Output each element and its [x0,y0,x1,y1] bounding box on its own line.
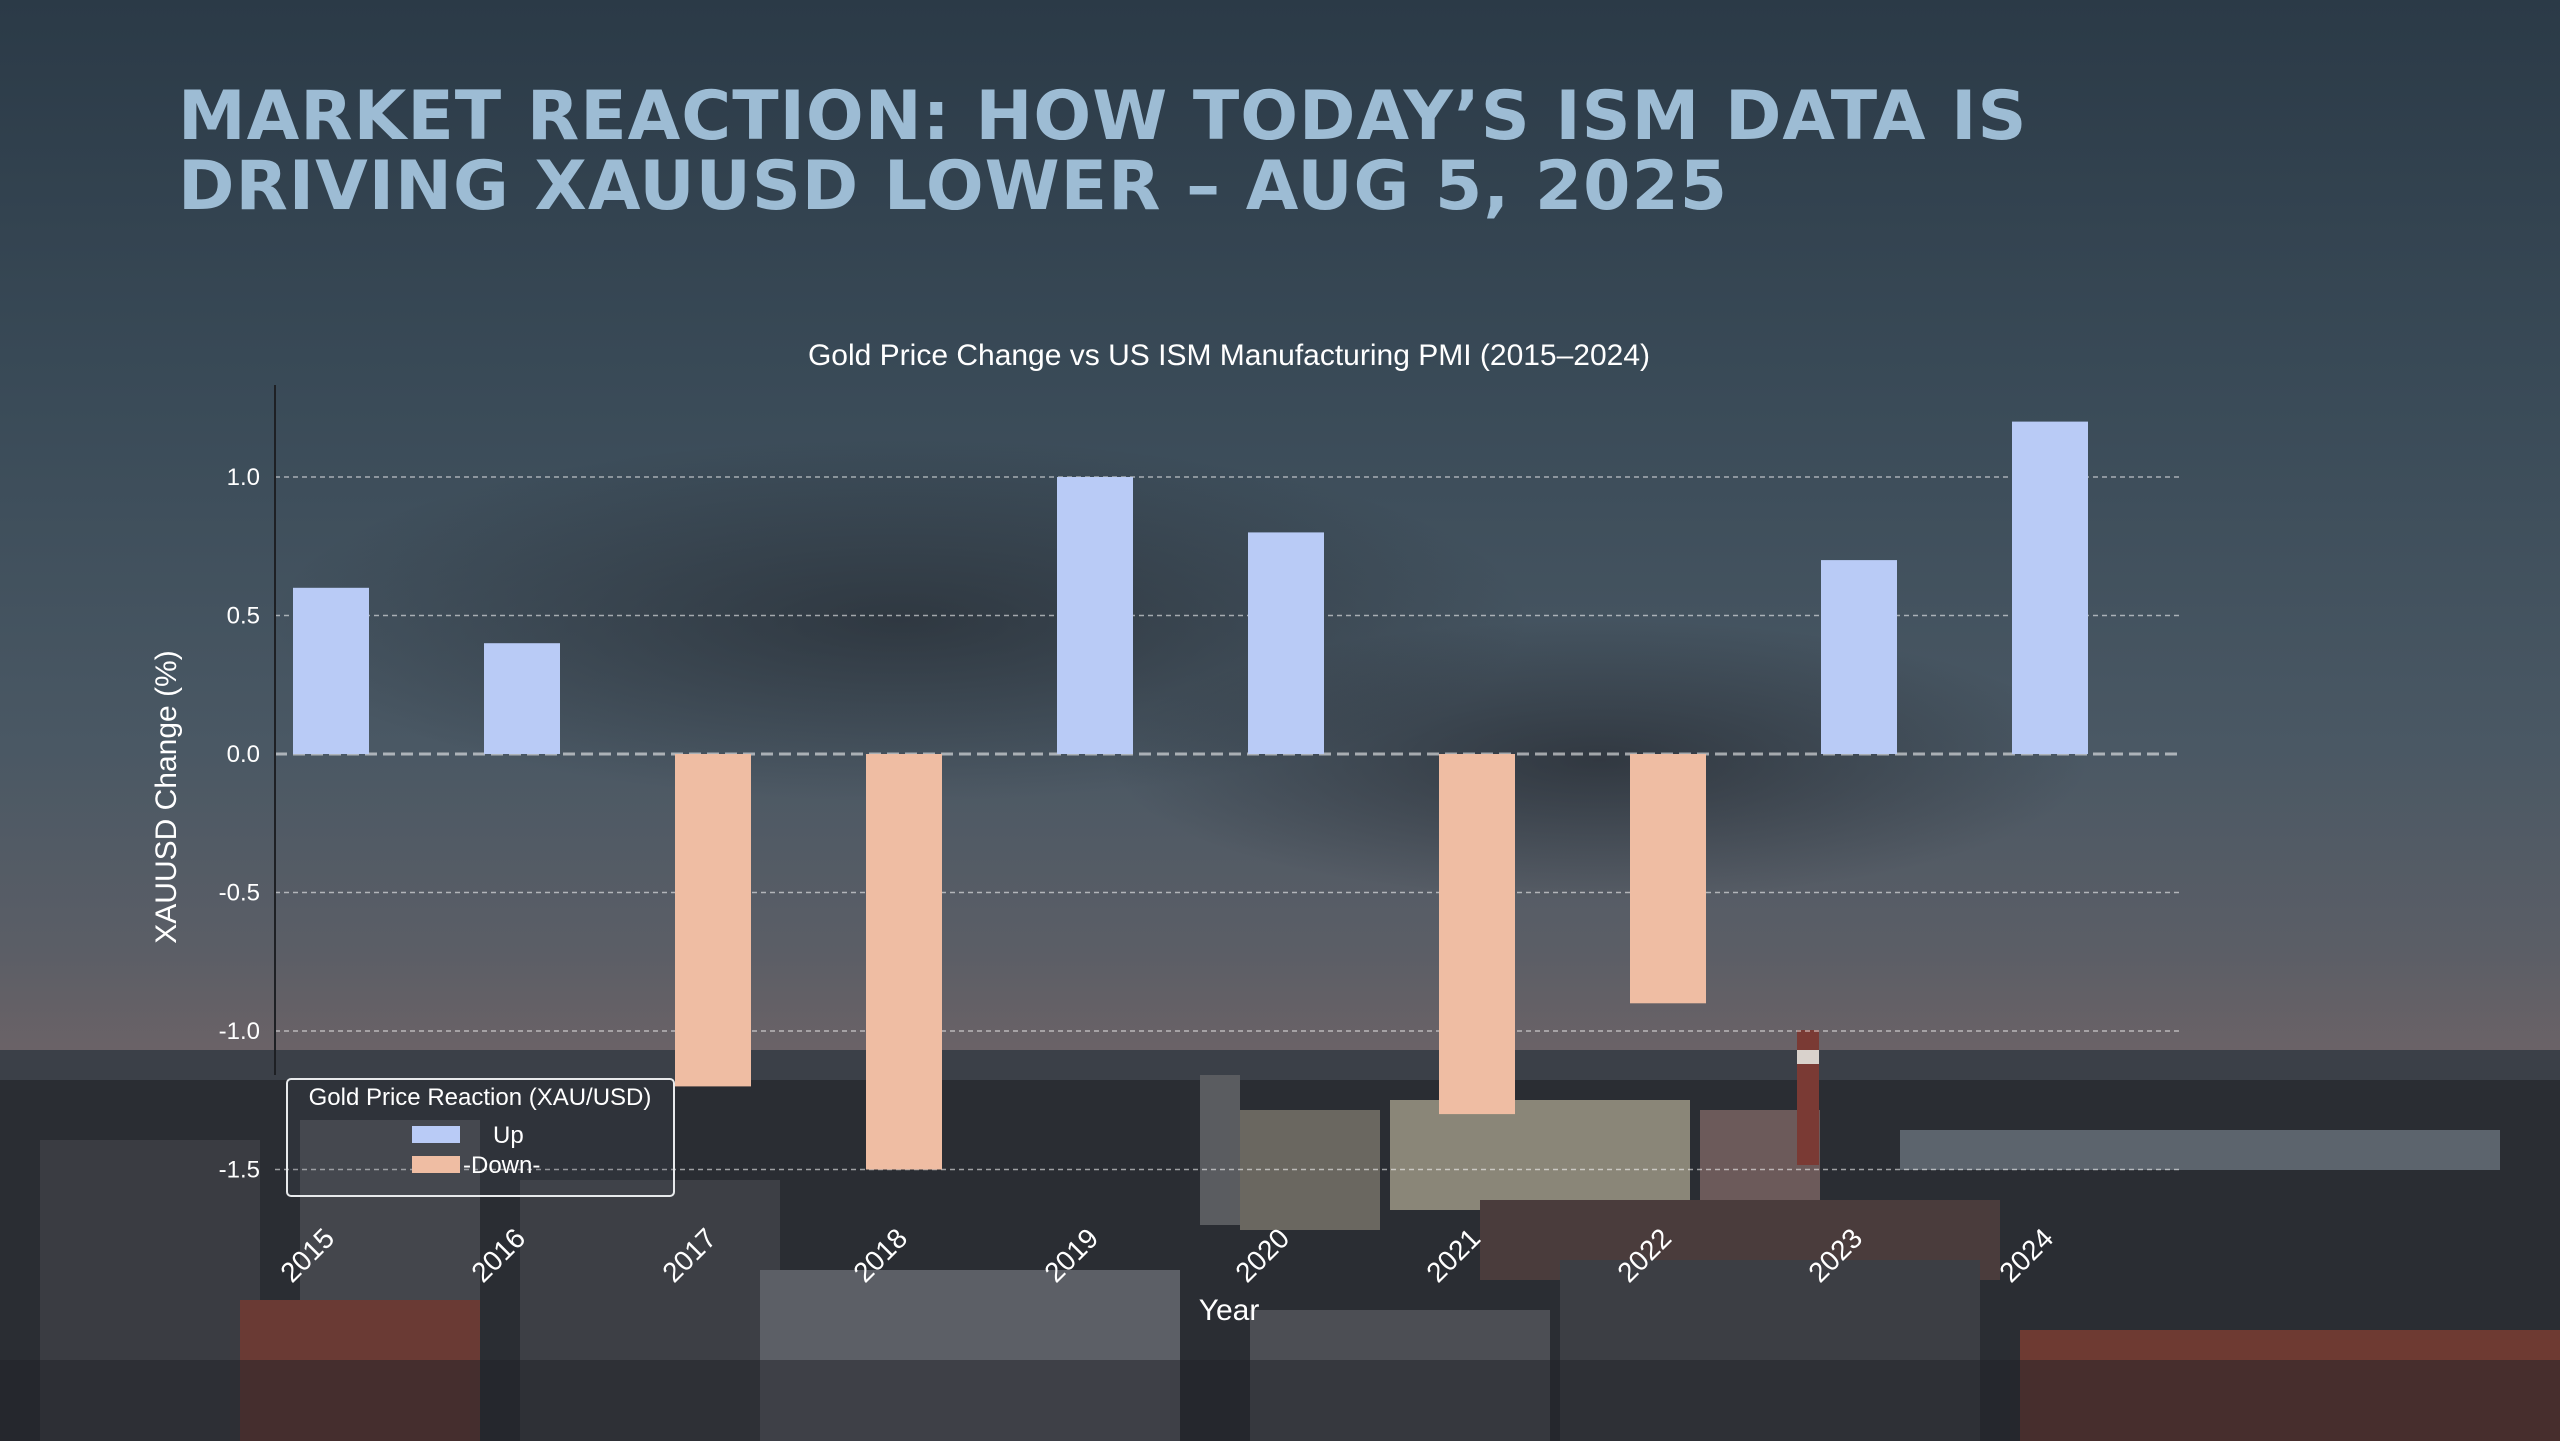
x-tick-label: 2020 [1229,1222,1295,1288]
legend: Gold Price Reaction (XAU/USD) Up -Down- [286,1078,675,1197]
y-tick-label: -0.5 [219,880,260,907]
y-tick-label: -1.5 [219,1157,260,1184]
bar-2023 [1821,560,1897,754]
x-tick-label: 2015 [274,1222,340,1288]
chart-title: Gold Price Change vs US ISM Manufacturin… [808,339,1650,372]
x-tick-label: 2019 [1038,1222,1104,1288]
y-axis-title: XAUUSD Change (%) [150,650,183,943]
bar-2020 [1248,532,1324,754]
bar-2015 [293,587,369,754]
x-tick-labels: 2015 2016 2017 2018 2019 2020 2021 2022 2023 2024 [274,1222,2059,1288]
y-tick-label: 1.0 [227,464,260,491]
y-tick-label: 0.5 [227,603,260,630]
legend-label-down: -Down- [463,1152,540,1179]
y-tick-label: 0.0 [227,741,260,768]
bar-2017 [675,754,751,1087]
y-tick-labels: 1.0 0.5 0.0 -0.5 -1.0 -1.5 [219,464,260,1184]
bar-2022 [1630,754,1706,1004]
gridlines [275,476,2183,1171]
x-tick-label: 2022 [1611,1222,1677,1288]
bar-2024 [2012,421,2088,754]
bar-2016 [484,643,560,754]
legend-box [286,1078,675,1197]
x-tick-label: 2016 [465,1222,531,1288]
bars [293,421,2088,1170]
legend-title: Gold Price Reaction (XAU/USD) [309,1084,652,1111]
y-tick-label: -1.0 [219,1018,260,1045]
legend-swatch-up [412,1126,460,1143]
legend-swatch-down [412,1156,460,1173]
bar-2018 [866,754,942,1170]
city-skyline-background [0,1030,2560,1441]
x-tick-label: 2024 [1993,1222,2059,1288]
x-tick-label: 2018 [847,1222,913,1288]
slide-headline: MARKET REACTION: HOW TODAY’S ISM DATA IS… [178,77,2028,226]
x-axis-title: Year [1199,1294,1260,1327]
bar-2019 [1057,477,1133,754]
bar-2021 [1439,754,1515,1115]
x-tick-label: 2023 [1802,1222,1868,1288]
x-tick-label: 2017 [656,1222,722,1288]
legend-label-up: Up [493,1122,524,1149]
x-tick-label: 2021 [1420,1222,1486,1288]
